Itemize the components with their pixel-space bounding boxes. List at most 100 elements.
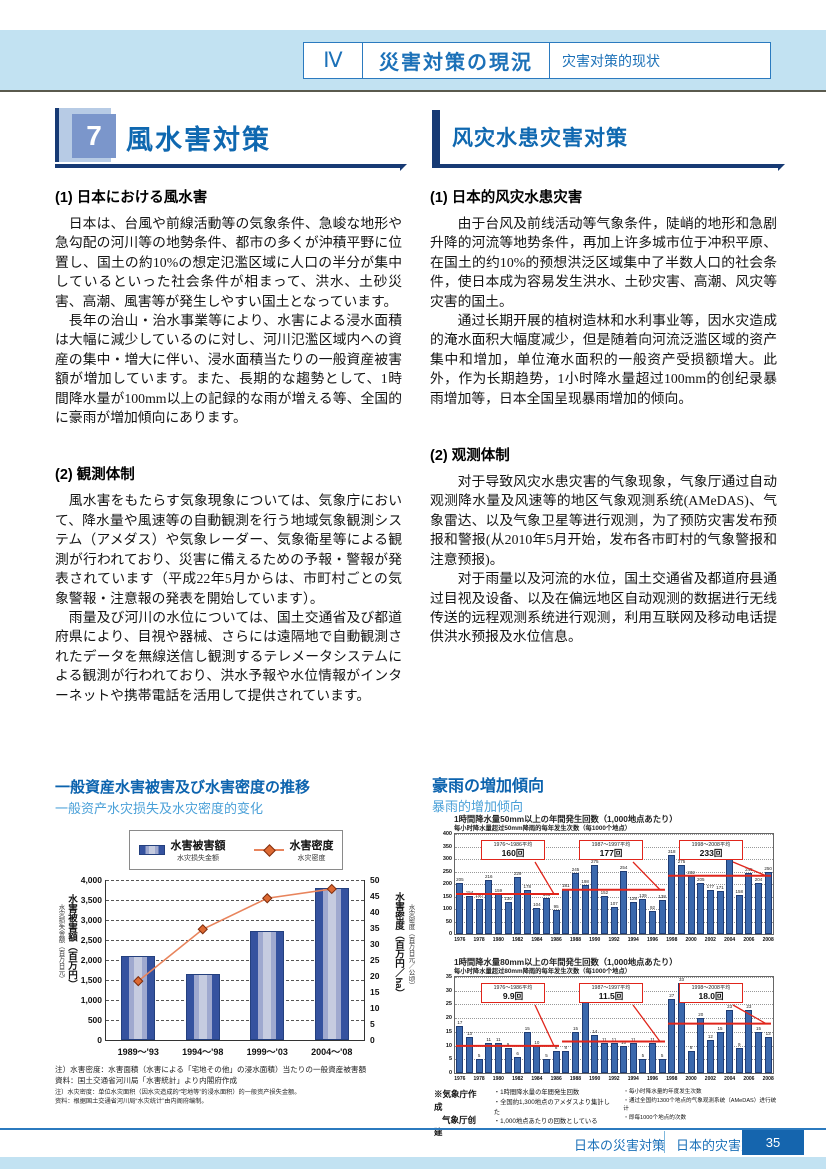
average-value-label: 9.9回 bbox=[502, 990, 524, 1001]
bar-value-label: 152 bbox=[600, 890, 609, 895]
yearly-count-bar bbox=[465, 895, 473, 934]
bar-value-label: 138 bbox=[658, 893, 666, 899]
y-axis-tick-label: 300 bbox=[442, 856, 452, 862]
rain-title-zh: 暴雨的增加倾向 bbox=[432, 799, 524, 814]
y-right-tick-label: 10 bbox=[370, 1003, 380, 1013]
yearly-count-bar bbox=[735, 894, 743, 934]
chinese-column: (1) 日本的风灾水患灾害 由于台风及前线活动等气象条件，陡峭的地形和急剧升降的… bbox=[430, 186, 777, 647]
rain-bullets-zh: ・每小时降水量的年度发生次数 ・通过全国约1300个地点的气象观测系统（AMeD… bbox=[623, 1088, 778, 1123]
bar-value-label: 8 bbox=[689, 1045, 693, 1051]
average-annotation-box: 1976～1986平均 160回 bbox=[481, 840, 545, 860]
yearly-count-bar bbox=[533, 908, 541, 934]
yearly-count-bar bbox=[523, 1031, 531, 1073]
y-left-tick-label: 4,000 bbox=[80, 875, 102, 885]
bar-value-label: 17 bbox=[457, 1020, 463, 1026]
yearly-count-bar bbox=[475, 899, 483, 934]
legend-bar-label-zh: 水灾损失金额 bbox=[177, 855, 219, 862]
bar-value-label: 154 bbox=[465, 889, 474, 895]
yearly-count-bar bbox=[610, 907, 618, 934]
yearly-count-bar bbox=[620, 870, 628, 934]
average-annotation-box: 1976～1986平均 9.9回 bbox=[481, 983, 545, 1003]
damage-amount-bar bbox=[250, 931, 285, 1040]
bar-value-label: 11 bbox=[630, 1036, 636, 1042]
bar-value-label: 130 bbox=[504, 895, 512, 901]
y-axis-tick-label: 350 bbox=[442, 843, 452, 850]
average-annotation-box: 1987～1997平均 11.5回 bbox=[579, 983, 643, 1003]
yearly-count-bar bbox=[755, 1031, 763, 1073]
heading-zh-2: (2) 观测体制 bbox=[430, 448, 510, 465]
yearly-count-bar bbox=[677, 865, 685, 934]
x-axis-year-label: 1986 bbox=[550, 937, 562, 943]
bar-value-label: 232 bbox=[687, 870, 695, 875]
rain50-subtitle-ja: 1時間降水量50mm以上の年間発生回数（1,000地点あたり） bbox=[454, 814, 678, 824]
bar-value-label: 6 bbox=[516, 1050, 519, 1056]
bar-value-label: 158 bbox=[735, 888, 744, 894]
x-axis-year-label: 1994 bbox=[627, 1076, 639, 1082]
gridline bbox=[455, 871, 773, 873]
paragraph-zh-3: 对于导致风灾水患灾害的气象现象，气象厅通过自动观测降水量及风速等的地区气象观测系… bbox=[430, 474, 777, 567]
yearly-count-bar bbox=[581, 884, 589, 934]
damage-amount-bar bbox=[185, 974, 220, 1040]
x-axis-year-label: 1996 bbox=[646, 937, 659, 943]
bar-value-label: 9 bbox=[738, 1042, 741, 1048]
average-lines bbox=[456, 1004, 771, 1047]
paragraph-jp-2: 長年の治山・治水事業等により、水害による浸水面積は大幅に減少しているのに対し、河… bbox=[55, 313, 402, 426]
y-left-tick-label: 1,500 bbox=[80, 975, 102, 985]
average-value-label: 160回 bbox=[501, 847, 525, 858]
yearly-count-bar bbox=[523, 889, 531, 934]
bar-value-label: 5 bbox=[477, 1053, 481, 1059]
chapter-number: Ⅳ bbox=[304, 43, 363, 78]
x-axis-year-label: 2002 bbox=[704, 1076, 716, 1082]
bar-value-label: 15 bbox=[524, 1025, 530, 1031]
yearly-count-bar bbox=[456, 1026, 464, 1073]
y-left-tick-label: 2,000 bbox=[80, 955, 102, 965]
bar-value-label: 254 bbox=[619, 864, 628, 870]
y-axis-tick-label: 10 bbox=[445, 1042, 452, 1049]
bar-value-label: 229 bbox=[513, 870, 522, 876]
gridline bbox=[455, 1031, 773, 1033]
gridline bbox=[455, 977, 773, 978]
x-axis-year-label: 2006 bbox=[743, 1076, 755, 1082]
bar-value-label: 20 bbox=[698, 1012, 704, 1018]
yearly-count-bar bbox=[475, 1059, 483, 1073]
y-axis-left-label-zh: 水灾损失金额（百万日元） bbox=[57, 904, 64, 982]
y-axis-tick-label: 0 bbox=[448, 1070, 452, 1076]
japanese-column: (1) 日本における風水害 日本は、台風や前線活動等の気象条件、急峻な地形や急勾… bbox=[55, 186, 402, 705]
yearly-count-bar bbox=[706, 1040, 714, 1073]
y-right-tick-label: 40 bbox=[370, 907, 380, 917]
yearly-count-bar bbox=[658, 899, 666, 934]
page-number: 35 bbox=[742, 1130, 804, 1155]
y-axis-tick-label: 400 bbox=[442, 831, 452, 837]
bar-value-label: 23 bbox=[746, 1003, 752, 1009]
bar-swatch-icon bbox=[138, 845, 165, 855]
paragraph-zh-4: 对于雨量以及河流的水位，国土交通省及都道府县通过目视及设备、以及在偏远地区自动观… bbox=[430, 571, 777, 645]
y-axis-tick-label: 50 bbox=[445, 918, 452, 925]
yearly-count-bar bbox=[465, 1037, 473, 1073]
yearly-count-bar bbox=[706, 889, 714, 934]
x-axis-year-label: 1992 bbox=[608, 937, 620, 943]
y-right-tick-label: 35 bbox=[370, 923, 380, 933]
line-swatch-icon bbox=[253, 844, 284, 857]
y-axis-tick-label: 35 bbox=[445, 974, 452, 980]
x-axis-year-label: 2000 bbox=[685, 1076, 697, 1082]
rain50-subtitle-zh: 每小时降水量超过50mm降雨的每年发生次数（每1000个地点） bbox=[454, 825, 632, 832]
x-axis-year-label: 1992 bbox=[608, 1076, 620, 1082]
footnote-zh-2: 资料：根据国土交通省河川局“水灾统计”由内阁府编制。 bbox=[55, 1097, 208, 1105]
bar-value-label: 104 bbox=[533, 902, 541, 907]
yearly-count-bar bbox=[764, 1037, 772, 1073]
yearly-count-bar bbox=[514, 1056, 522, 1073]
footer-title-ja: 日本の災害対策 bbox=[574, 1138, 666, 1153]
legend-bar-label-ja: 水害被害額 bbox=[170, 840, 226, 852]
average-lines bbox=[456, 861, 771, 895]
bar-value-label: 275 bbox=[677, 859, 686, 865]
x-axis-year-label: 1976 bbox=[454, 937, 466, 943]
yearly-count-bar bbox=[610, 1042, 618, 1073]
yearly-count-bar bbox=[735, 1048, 743, 1073]
y-left-tick-label: 0 bbox=[97, 1035, 102, 1045]
x-axis-year-label: 1990 bbox=[589, 1076, 601, 1082]
x-axis-year-label: 2006 bbox=[743, 937, 755, 943]
bar-value-label: 13 bbox=[765, 1031, 771, 1037]
bar-value-label: 14 bbox=[592, 1028, 598, 1034]
bar-value-label: 5 bbox=[545, 1053, 548, 1059]
